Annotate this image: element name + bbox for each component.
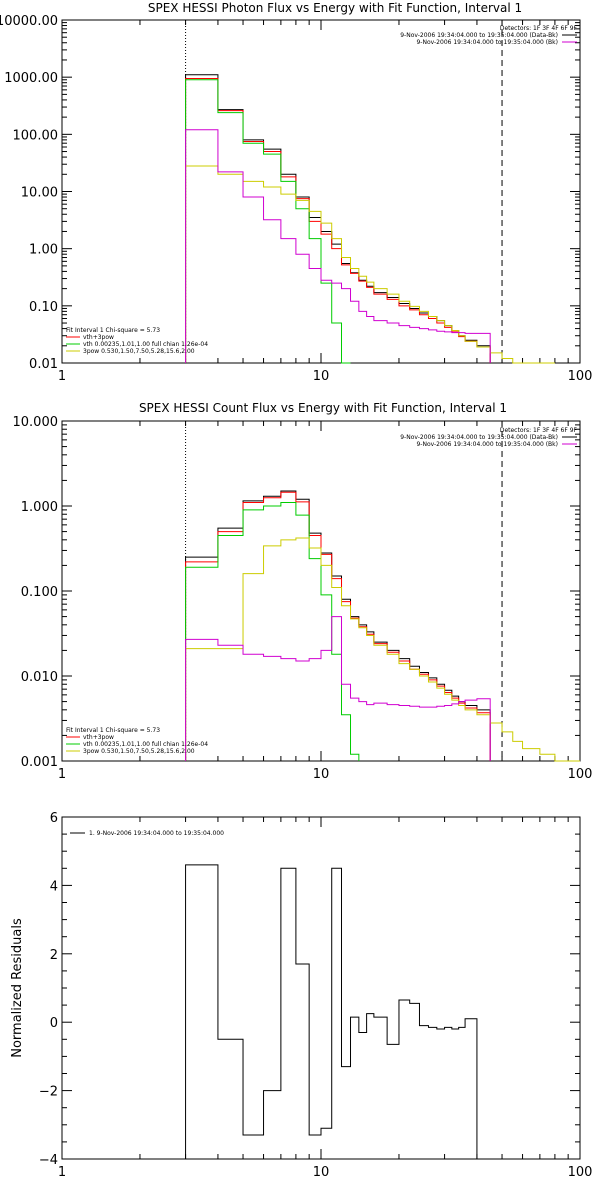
count-flux-fit-item-2: vth 0.00235,1.01,1.00 full chian 1.26e-0… [83, 741, 208, 748]
series-residuals [185, 864, 478, 1159]
y-tick-label: 0 [50, 1016, 58, 1031]
residuals-y-axis-label: Normalized Residuals [10, 918, 25, 1058]
count-flux-time-legend: 9-Nov-2006 19:34:04.000 to 19:35:04.000 … [400, 434, 577, 448]
residuals-ticks: 1 10 100 −4 −2 0 2 4 6 [39, 811, 593, 1180]
x-tick-label: 10 [313, 1165, 330, 1180]
x-tick-label: 100 [568, 369, 593, 384]
series-vth [185, 501, 360, 761]
x-tick-label: 1 [58, 767, 66, 782]
photon-flux-panel: SPEX HESSI Photon Flux vs Energy with Fi… [0, 1, 592, 384]
residuals-series [185, 864, 478, 1159]
x-tick-label: 1 [58, 369, 66, 384]
y-tick-label: 0.010 [21, 670, 58, 685]
photon-flux-fit-header: Fit Interval 1 Chi-square = 5.73 [66, 327, 160, 334]
y-tick-label: 10.00 [21, 186, 58, 201]
photon-flux-time-legend-data: 9-Nov-2006 19:34:04.000 to 19:35:04.000 … [400, 32, 558, 39]
y-tick-label: 0.10 [29, 300, 58, 315]
photon-flux-fit-legend: Fit Interval 1 Chi-square = 5.73 vth+3po… [66, 327, 208, 355]
count-flux-fit-header: Fit Interval 1 Chi-square = 5.73 [66, 727, 160, 734]
y-tick-label: −2 [39, 1085, 58, 1100]
y-tick-label: 0.001 [21, 755, 58, 770]
count-flux-title: SPEX HESSI Count Flux vs Energy with Fit… [139, 401, 507, 415]
count-flux-fit-legend: Fit Interval 1 Chi-square = 5.73 vth+3po… [66, 727, 208, 755]
x-tick-label: 10 [313, 767, 330, 782]
y-tick-label: 100.00 [13, 128, 59, 143]
residuals-panel: Normalized Residuals 1 10 100 −4 −2 0 2 4 6 1. 9… [10, 811, 592, 1180]
photon-flux-title: SPEX HESSI Photon Flux vs Energy with Fi… [148, 1, 522, 15]
count-flux-series [185, 490, 580, 762]
count-flux-time-legend-data: 9-Nov-2006 19:34:04.000 to 19:35:04.000 … [400, 434, 558, 441]
y-tick-label: 0.100 [21, 585, 58, 600]
series-vth [185, 79, 351, 364]
residuals-legend: 1. 9-Nov-2006 19:34:04.000 to 19:35:04.0… [89, 830, 224, 837]
y-tick-label: 2 [50, 948, 58, 963]
count-flux-panel: SPEX HESSI Count Flux vs Energy with Fit… [13, 401, 593, 782]
series-3pow [185, 165, 555, 364]
count-flux-time-legend-bk: 9-Nov-2006 19:34:04.000 to 19:35:04.000 … [416, 441, 558, 448]
x-tick-label: 10 [313, 369, 330, 384]
x-tick-label: 100 [568, 767, 593, 782]
photon-flux-time-legend: 9-Nov-2006 19:34:04.000 to 19:35:04.000 … [400, 32, 577, 46]
count-flux-fit-range-lines [185, 421, 503, 761]
y-tick-label: 0.01 [29, 357, 58, 372]
y-tick-label: 1.000 [21, 500, 58, 515]
series-bk [185, 616, 491, 761]
x-tick-label: 1 [58, 1165, 66, 1180]
photon-flux-series [185, 74, 555, 364]
series-3pow [185, 537, 580, 762]
y-tick-label: 6 [50, 811, 58, 826]
photon-flux-fit-item-3: 3pow 0.530,1.50,7.50,5.28,15.6,2.00 [83, 348, 195, 355]
photon-flux-ticks: 1 10 100 0.01 0.10 1.00 10.00 100.00 1000.00 1000… [0, 14, 592, 384]
count-flux-fit-item-3: 3pow 0.530,1.50,7.50,5.28,15.6,2.00 [83, 748, 195, 755]
x-tick-label: 100 [568, 1165, 593, 1180]
y-tick-label: 1000.00 [4, 71, 58, 86]
photon-flux-detectors-label: Detectors: 1F 3F 4F 6F 9F [500, 25, 578, 32]
y-tick-label: −4 [39, 1153, 58, 1168]
y-tick-label: 4 [50, 879, 58, 894]
photon-flux-fit-item-2: vth 0.00235,1.01,1.00 full chian 1.26e-0… [83, 341, 208, 348]
y-tick-label: 1.00 [29, 243, 58, 258]
y-tick-label: 10000.00 [0, 14, 58, 29]
count-flux-detectors-label: Detectors: 1F 3F 4F 6F 9F [500, 427, 578, 434]
y-tick-label: 10.000 [13, 415, 59, 430]
photon-flux-time-legend-bk: 9-Nov-2006 19:34:04.000 to 19:35:04.000 … [416, 39, 558, 46]
series-bk [185, 129, 491, 363]
count-flux-ticks: 1 10 100 0.001 0.010 0.100 1.000 10.000 [13, 415, 593, 782]
photon-flux-fit-item-1: vth+3pow [83, 334, 114, 341]
count-flux-fit-item-1: vth+3pow [83, 734, 114, 741]
